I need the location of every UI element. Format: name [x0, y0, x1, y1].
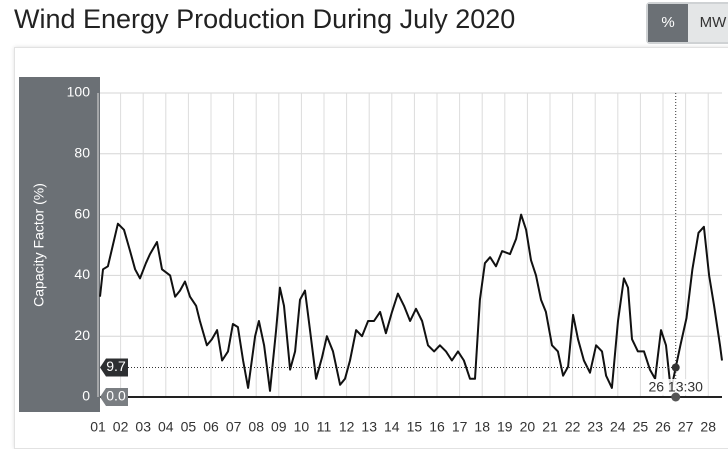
crosshair-base-label-bg — [100, 388, 128, 406]
y-tick-label: 100 — [67, 84, 91, 100]
toggle-button[interactable]: % — [648, 4, 688, 42]
crosshair-x-label: 26 13:30 — [648, 379, 703, 395]
x-tick-label: 26 — [655, 419, 671, 435]
unit-toggle: % MW — [646, 2, 728, 44]
y-tick-label: 20 — [74, 327, 90, 343]
x-tick-label: 28 — [700, 419, 716, 435]
x-tick-label: 10 — [294, 419, 310, 435]
crosshair-point — [671, 363, 680, 372]
x-tick-label: 19 — [497, 419, 513, 435]
chart: Capacity Factor (%) 0 20 40 60 80 100 01 02 03 04… — [19, 77, 723, 435]
y-tick-label: 60 — [74, 205, 90, 221]
x-tick-label: 16 — [429, 419, 445, 435]
x-tick-label: 25 — [633, 419, 649, 435]
y-tick-label: 80 — [74, 145, 90, 161]
x-tick-label: 11 — [317, 419, 332, 435]
x-tick-label: 02 — [113, 419, 129, 435]
x-tick-label: 20 — [520, 419, 536, 435]
x-tick-label: 14 — [384, 419, 400, 435]
crosshair-base-point — [671, 392, 681, 402]
x-tick-label: 27 — [678, 419, 694, 435]
y-axis-title: Capacity Factor (%) — [31, 183, 47, 307]
x-tick-label: 08 — [248, 419, 264, 435]
x-tick-label: 13 — [361, 419, 377, 435]
page-title: Wind Energy Production During July 2020 — [14, 4, 516, 34]
x-tick-label: 17 — [452, 419, 468, 435]
x-tick-label: 06 — [203, 419, 219, 435]
x-tick-label: 09 — [271, 419, 287, 435]
x-tick-label: 22 — [565, 419, 581, 435]
crosshair-base-label: 0.0 — [106, 388, 126, 404]
x-tick-label: 12 — [339, 419, 355, 435]
x-tick-label: 24 — [610, 419, 626, 435]
crosshair-y-label: 9.7 — [106, 358, 126, 374]
x-tick-label: 18 — [474, 419, 490, 435]
page: Wind Energy Production During July 2020 … — [14, 2, 728, 449]
x-tick-label: 23 — [587, 419, 603, 435]
y-tick-label: 0 — [82, 388, 90, 404]
x-tick-label: 15 — [407, 419, 423, 435]
crosshair-x-label-bg — [643, 379, 708, 395]
x-tick-label: 21 — [542, 419, 558, 435]
x-tick-label: 03 — [135, 419, 151, 435]
y-axis-band — [19, 77, 100, 412]
x-tick-label: 05 — [181, 419, 197, 435]
toggle-button[interactable]: MW — [688, 4, 728, 42]
y-tick-label: 40 — [74, 266, 90, 282]
x-tick-label: 07 — [226, 419, 242, 435]
x-tick-label: 04 — [158, 419, 174, 435]
series-line — [99, 213, 723, 392]
x-tick-label: 01 — [90, 419, 106, 435]
crosshair-y-label-bg — [100, 358, 128, 377]
